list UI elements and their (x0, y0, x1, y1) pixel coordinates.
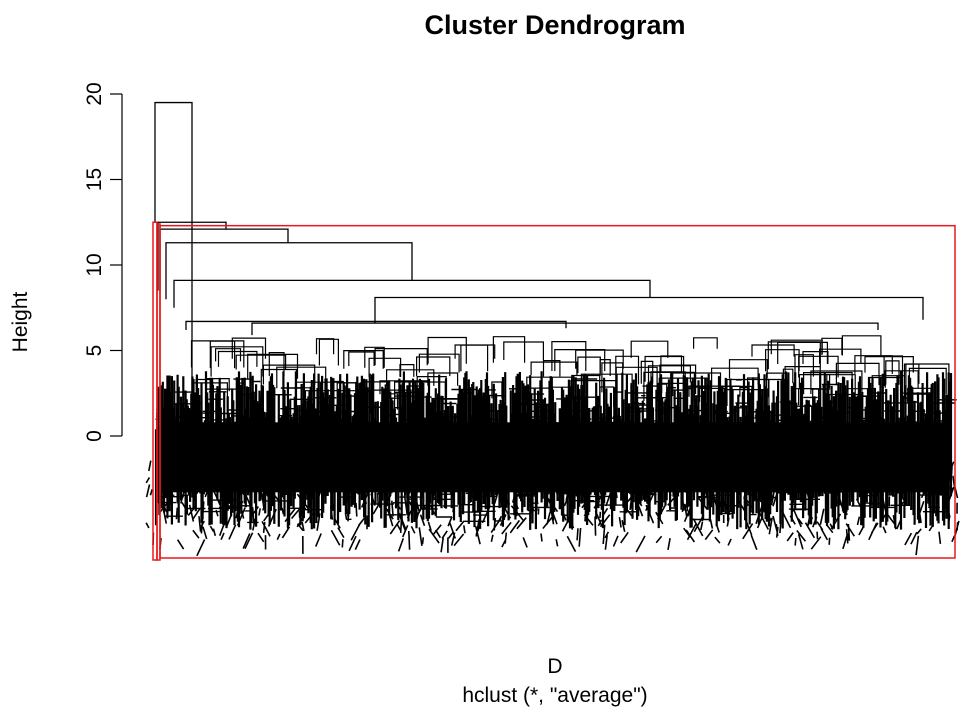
merge-5 (173, 279, 651, 308)
y-tick-label: 0 (83, 430, 106, 442)
leaf-labels (145, 454, 960, 557)
y-axis: 0 5 10 15 20 (83, 82, 123, 442)
merge-6 (374, 296, 924, 324)
x-axis-label: D (547, 655, 562, 678)
y-tick-label: 15 (83, 168, 106, 191)
y-tick-label: 10 (83, 253, 106, 276)
y-tick-label: 5 (83, 345, 106, 357)
leaf-label-mass (145, 454, 960, 557)
merge-4 (165, 242, 413, 300)
merge-8 (251, 322, 879, 336)
y-axis-label: Height (9, 291, 32, 352)
cluster-box-3 (159, 224, 956, 559)
cluster-boxes (152, 221, 956, 561)
y-tick-label: 20 (83, 82, 106, 105)
dendrogram-leaves (154, 371, 957, 530)
mid-level-branches (190, 335, 950, 423)
merge-root (154, 101, 193, 436)
leaf-fill-block (156, 422, 949, 493)
chart-title: Cluster Dendrogram (424, 10, 685, 40)
merge-7 (185, 320, 567, 330)
merge-3 (159, 228, 289, 291)
chart-subtitle: hclust (*, "average") (462, 684, 647, 707)
dendrogram-branches (154, 101, 950, 436)
